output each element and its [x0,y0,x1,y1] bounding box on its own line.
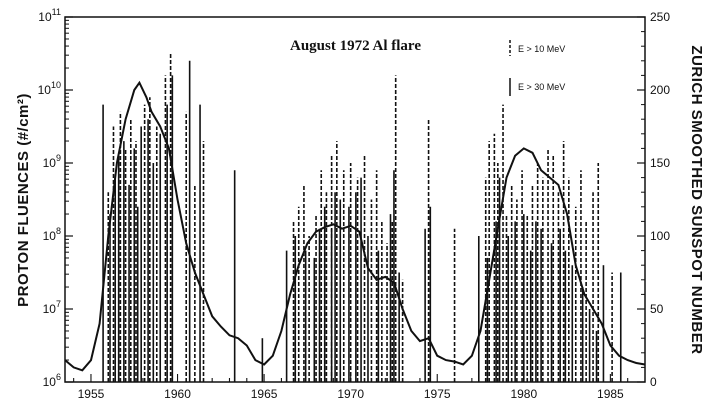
x-tick-label: 1975 [424,387,451,401]
x-tick-label: 1960 [164,387,191,401]
chart-title: August 1972 Al flare [290,38,421,54]
y2-tick-label: 200 [650,83,670,97]
y-tick-label: 1011 [38,7,61,24]
y-axis-title: PROTON FLUENCES (#/cm²) [15,93,32,307]
y-tick-label: 108 [43,226,61,243]
y2-axis-title: ZURICH SMOOTHED SUNSPOT NUMBER [688,45,705,354]
x-tick-label: 1970 [337,387,364,401]
y-tick-label: 107 [43,299,61,316]
legend-label-10mev: E > 10 MeV [518,44,565,54]
x-tick-label: 1985 [597,387,624,401]
legend-label-30mev: E > 30 MeV [518,82,565,92]
y2-tick-label: 50 [650,302,664,316]
y2-tick-label: 250 [650,10,670,24]
x-tick-label: 1955 [78,387,105,401]
fluence-bars [102,53,622,382]
bottom-axis: 1955 1960 1965 1970 1975 1980 1985 [73,374,629,401]
y2-tick-label: 0 [650,375,657,389]
right-axis: 0 50 100 150 200 250 [637,10,670,389]
x-tick-label: 1980 [510,387,537,401]
y2-tick-label: 100 [650,229,670,243]
plot-frame [64,16,646,383]
y-tick-label: 1010 [38,80,61,97]
x-tick-label: 1965 [251,387,278,401]
sunspot-curve [64,80,646,372]
y2-tick-label: 150 [650,156,670,170]
left-axis: 106 107 108 109 1010 1011 [38,7,73,389]
y-tick-label: 106 [43,372,61,389]
y-tick-label: 109 [43,153,61,170]
